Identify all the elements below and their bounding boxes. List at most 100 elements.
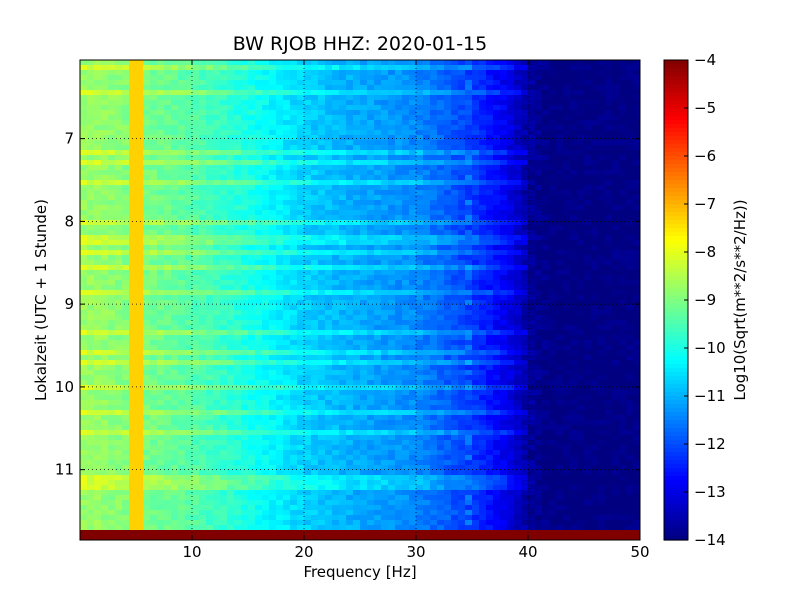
heatmap-cell bbox=[220, 170, 228, 176]
heatmap-cell bbox=[297, 325, 305, 331]
heatmap-cell bbox=[115, 315, 123, 321]
heatmap-cell bbox=[283, 85, 291, 91]
heatmap-cell bbox=[304, 135, 312, 141]
heatmap-cell bbox=[234, 165, 242, 171]
heatmap-cell bbox=[507, 95, 515, 101]
heatmap-cell bbox=[262, 290, 270, 296]
heatmap-cell bbox=[199, 100, 207, 106]
heatmap-cell bbox=[332, 70, 340, 76]
heatmap-cell bbox=[402, 330, 410, 336]
heatmap-cell bbox=[563, 300, 571, 306]
heatmap-cell bbox=[395, 125, 403, 131]
heatmap-cell bbox=[409, 225, 417, 231]
heatmap-cell bbox=[199, 120, 207, 126]
heatmap-cell bbox=[605, 205, 613, 211]
heatmap-cell bbox=[87, 285, 95, 291]
heatmap-cell bbox=[619, 335, 627, 341]
heatmap-cell bbox=[605, 330, 613, 336]
heatmap-cell bbox=[353, 180, 361, 186]
heatmap-cell bbox=[528, 300, 536, 306]
heatmap-cell bbox=[556, 295, 564, 301]
heatmap-cell bbox=[633, 150, 640, 156]
heatmap-cell bbox=[206, 270, 214, 276]
heatmap-cell bbox=[556, 110, 564, 116]
heatmap-cell bbox=[157, 315, 165, 321]
heatmap-cell bbox=[493, 280, 501, 286]
heatmap-cell bbox=[542, 75, 550, 81]
heatmap-cell bbox=[171, 155, 179, 161]
heatmap-cell bbox=[87, 315, 95, 321]
heatmap-cell bbox=[388, 350, 396, 356]
heatmap-cell bbox=[591, 280, 599, 286]
heatmap-cell bbox=[157, 60, 165, 66]
heatmap-cell bbox=[276, 305, 284, 311]
heatmap-cell bbox=[465, 355, 473, 361]
heatmap-cell bbox=[241, 310, 249, 316]
heatmap-cell bbox=[395, 80, 403, 86]
heatmap-cell bbox=[437, 215, 445, 221]
heatmap-cell bbox=[500, 125, 508, 131]
heatmap-cell bbox=[171, 310, 179, 316]
heatmap-cell bbox=[521, 185, 529, 191]
heatmap-cell bbox=[206, 240, 214, 246]
heatmap-cell bbox=[465, 265, 473, 271]
heatmap-cell bbox=[346, 230, 354, 236]
heatmap-cell bbox=[584, 320, 592, 326]
heatmap-cell bbox=[150, 115, 158, 121]
heatmap-cell bbox=[444, 260, 452, 266]
heatmap-cell bbox=[157, 195, 165, 201]
heatmap-cell bbox=[136, 240, 144, 246]
heatmap-cell bbox=[150, 365, 158, 371]
heatmap-cell bbox=[318, 320, 326, 326]
heatmap-cell bbox=[584, 210, 592, 216]
heatmap-cell bbox=[122, 145, 130, 151]
heatmap-cell bbox=[626, 160, 634, 166]
heatmap-cell bbox=[283, 230, 291, 236]
heatmap-cell bbox=[514, 175, 522, 181]
heatmap-cell bbox=[388, 150, 396, 156]
heatmap-cell bbox=[185, 110, 193, 116]
heatmap-cell bbox=[143, 335, 151, 341]
heatmap-cell bbox=[199, 370, 207, 376]
heatmap-cell bbox=[500, 145, 508, 151]
heatmap-cell bbox=[199, 230, 207, 236]
heatmap-cell bbox=[437, 90, 445, 96]
heatmap-cell bbox=[311, 210, 319, 216]
heatmap-cell bbox=[353, 240, 361, 246]
heatmap-cell bbox=[276, 330, 284, 336]
heatmap-cell bbox=[325, 255, 333, 261]
heatmap-cell bbox=[311, 60, 319, 66]
heatmap-cell bbox=[192, 85, 200, 91]
heatmap-cell bbox=[430, 315, 438, 321]
heatmap-cell bbox=[416, 85, 424, 91]
heatmap-cell bbox=[227, 345, 235, 351]
heatmap-cell bbox=[185, 265, 193, 271]
heatmap-cell bbox=[388, 180, 396, 186]
heatmap-cell bbox=[626, 300, 634, 306]
heatmap-cell bbox=[143, 330, 151, 336]
heatmap-cell bbox=[605, 130, 613, 136]
heatmap-cell bbox=[297, 125, 305, 131]
heatmap-cell bbox=[451, 265, 459, 271]
heatmap-cell bbox=[556, 275, 564, 281]
heatmap-cell bbox=[157, 145, 165, 151]
heatmap-cell bbox=[290, 90, 298, 96]
heatmap-cell bbox=[150, 235, 158, 241]
heatmap-cell bbox=[409, 120, 417, 126]
heatmap-cell bbox=[486, 280, 494, 286]
heatmap-cell bbox=[248, 345, 256, 351]
heatmap-cell bbox=[115, 175, 123, 181]
heatmap-cell bbox=[304, 295, 312, 301]
heatmap-cell bbox=[542, 320, 550, 326]
heatmap-cell bbox=[157, 355, 165, 361]
heatmap-cell bbox=[584, 170, 592, 176]
heatmap-cell bbox=[472, 365, 480, 371]
heatmap-cell bbox=[276, 345, 284, 351]
heatmap-cell bbox=[591, 195, 599, 201]
heatmap-cell bbox=[514, 170, 522, 176]
heatmap-cell bbox=[507, 240, 515, 246]
heatmap-cell bbox=[444, 85, 452, 91]
heatmap-cell bbox=[325, 260, 333, 266]
heatmap-cell bbox=[234, 130, 242, 136]
heatmap-cell bbox=[528, 215, 536, 221]
